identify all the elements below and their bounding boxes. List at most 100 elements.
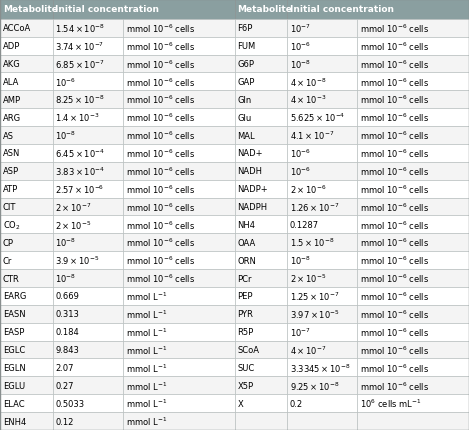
Text: $1.54 \times 10^{-8}$: $1.54 \times 10^{-8}$ [55, 22, 105, 35]
Bar [53, 144, 123, 163]
Text: mmol $10^{-6}$ cells: mmol $10^{-6}$ cells [126, 237, 195, 249]
Text: $5.625 \times 10^{-4}$: $5.625 \times 10^{-4}$ [290, 112, 345, 124]
Text: mmol $10^{-6}$ cells: mmol $10^{-6}$ cells [126, 147, 195, 160]
Bar [53, 323, 123, 341]
Bar [357, 305, 469, 323]
Bar [123, 359, 234, 377]
Text: mmol $10^{-6}$ cells: mmol $10^{-6}$ cells [126, 255, 195, 267]
Text: $10^{-6}$: $10^{-6}$ [290, 40, 311, 53]
Text: 9.843: 9.843 [55, 345, 79, 354]
Bar [53, 359, 123, 377]
Bar [123, 323, 234, 341]
Text: mmol $10^{-6}$ cells: mmol $10^{-6}$ cells [360, 165, 429, 178]
Text: AKG: AKG [3, 60, 21, 69]
Text: $10^{-7}$: $10^{-7}$ [290, 22, 311, 35]
Text: mmol $10^{-6}$ cells: mmol $10^{-6}$ cells [126, 112, 195, 124]
Bar [234, 109, 287, 127]
Text: $10^{-6}$: $10^{-6}$ [290, 147, 311, 160]
Bar [53, 109, 123, 127]
Text: mmol $10^{-6}$ cells: mmol $10^{-6}$ cells [360, 344, 429, 356]
Bar [123, 412, 234, 430]
Bar [234, 252, 287, 270]
Bar [0, 144, 53, 163]
Text: mmol $\mathrm{L}^{-1}$: mmol $\mathrm{L}^{-1}$ [126, 290, 167, 302]
Text: mmol $10^{-6}$ cells: mmol $10^{-6}$ cells [126, 165, 195, 178]
Text: $2 \times 10^{-5}$: $2 \times 10^{-5}$ [55, 219, 92, 231]
Text: $2.57 \times 10^{-6}$: $2.57 \times 10^{-6}$ [55, 183, 105, 195]
Bar [123, 55, 234, 73]
Text: mmol $10^{-6}$ cells: mmol $10^{-6}$ cells [360, 147, 429, 160]
Text: 2.07: 2.07 [55, 363, 74, 372]
Text: mmol $10^{-6}$ cells: mmol $10^{-6}$ cells [360, 201, 429, 213]
Text: NAD+: NAD+ [237, 149, 263, 158]
Text: mmol $10^{-6}$ cells: mmol $10^{-6}$ cells [126, 272, 195, 285]
Text: AS: AS [3, 131, 14, 140]
Text: NADP+: NADP+ [237, 185, 268, 194]
Bar [357, 109, 469, 127]
Text: Initial concentration: Initial concentration [55, 6, 159, 14]
Bar [0, 394, 53, 412]
Text: 0.2: 0.2 [290, 399, 303, 408]
Text: mmol $10^{-6}$ cells: mmol $10^{-6}$ cells [126, 129, 195, 142]
Text: X5P: X5P [237, 381, 253, 390]
Text: OAA: OAA [237, 238, 256, 247]
Text: PEP: PEP [237, 292, 253, 301]
Text: mmol $\mathrm{L}^{-1}$: mmol $\mathrm{L}^{-1}$ [126, 308, 167, 320]
Bar [287, 37, 357, 55]
Bar [53, 341, 123, 359]
Text: mmol $10^{-6}$ cells: mmol $10^{-6}$ cells [126, 40, 195, 53]
Text: NADH: NADH [237, 167, 262, 176]
Text: CO$_2$: CO$_2$ [3, 218, 21, 231]
Text: EARG: EARG [3, 292, 26, 301]
Text: EGLU: EGLU [3, 381, 25, 390]
Bar [287, 0, 469, 20]
Bar [234, 323, 287, 341]
Text: mmol $\mathrm{L}^{-1}$: mmol $\mathrm{L}^{-1}$ [126, 344, 167, 356]
Text: NH4: NH4 [237, 221, 255, 229]
Text: GAP: GAP [237, 78, 255, 87]
Text: 0.12: 0.12 [55, 417, 74, 426]
Bar [0, 180, 53, 198]
Bar [357, 287, 469, 305]
Text: ACCoA: ACCoA [3, 24, 31, 33]
Bar [0, 163, 53, 180]
Bar [357, 323, 469, 341]
Bar [357, 270, 469, 287]
Bar [287, 394, 357, 412]
Bar [53, 377, 123, 394]
Bar [0, 359, 53, 377]
Bar [287, 377, 357, 394]
Text: PCr: PCr [237, 274, 252, 283]
Text: 0.5033: 0.5033 [55, 399, 84, 408]
Text: 0.669: 0.669 [55, 292, 79, 301]
Bar [234, 341, 287, 359]
Text: mmol $10^{-6}$ cells: mmol $10^{-6}$ cells [360, 22, 429, 35]
Text: Cr: Cr [3, 256, 12, 265]
Text: 0.27: 0.27 [55, 381, 74, 390]
Bar [287, 20, 357, 37]
Text: $4 \times 10^{-7}$: $4 \times 10^{-7}$ [290, 344, 326, 356]
Bar [0, 216, 53, 234]
Text: mmol $\mathrm{L}^{-1}$: mmol $\mathrm{L}^{-1}$ [126, 397, 167, 409]
Text: mmol $10^{-6}$ cells: mmol $10^{-6}$ cells [360, 183, 429, 195]
Bar [287, 359, 357, 377]
Text: CIT: CIT [3, 203, 16, 212]
Text: CTR: CTR [3, 274, 20, 283]
Bar [234, 55, 287, 73]
Text: $3.74 \times 10^{-7}$: $3.74 \times 10^{-7}$ [55, 40, 105, 53]
Text: EGLC: EGLC [3, 345, 25, 354]
Bar [123, 394, 234, 412]
Bar [234, 0, 287, 20]
Bar [53, 20, 123, 37]
Bar [0, 323, 53, 341]
Bar [53, 163, 123, 180]
Bar [0, 0, 53, 20]
Bar [357, 252, 469, 270]
Text: mmol $10^{-6}$ cells: mmol $10^{-6}$ cells [360, 40, 429, 53]
Bar [357, 91, 469, 109]
Bar [0, 109, 53, 127]
Bar [123, 20, 234, 37]
Bar [357, 180, 469, 198]
Text: $10^{-8}$: $10^{-8}$ [55, 129, 76, 142]
Text: $4.1 \times 10^{-7}$: $4.1 \times 10^{-7}$ [290, 129, 334, 142]
